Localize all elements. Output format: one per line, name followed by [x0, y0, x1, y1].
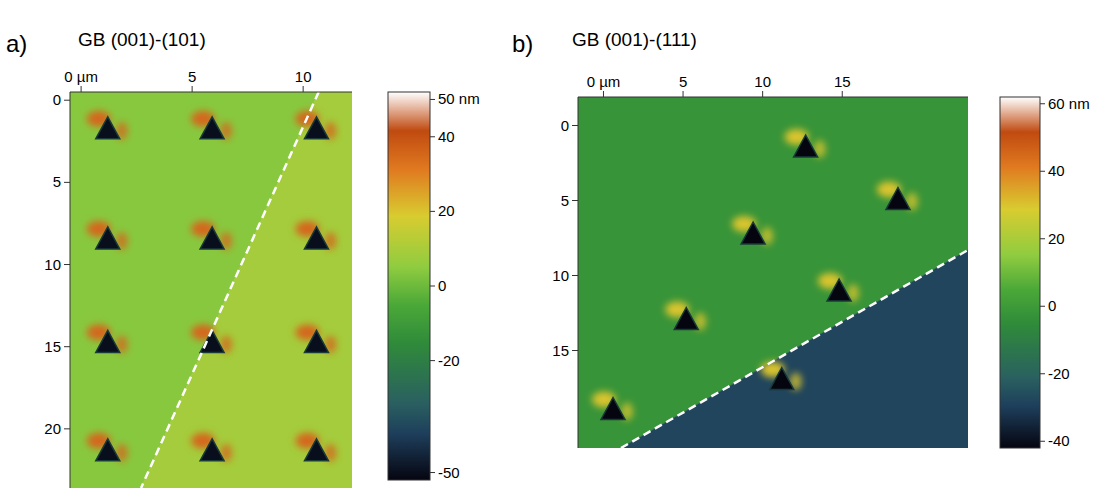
y-tick — [64, 264, 70, 265]
y-tick-label: 10 — [44, 256, 61, 273]
indent — [200, 227, 224, 249]
y-tick-label: 20 — [44, 420, 61, 437]
indent — [96, 330, 120, 352]
color-tick-label: -20 — [1048, 365, 1070, 382]
y-tick-label: 15 — [44, 338, 61, 355]
y-tick — [572, 125, 578, 126]
color-tick-label: 20 — [438, 202, 455, 219]
x-tick-label: 15 — [834, 73, 851, 90]
color-tick-label: 40 — [438, 128, 455, 145]
grain-boundary — [141, 92, 319, 488]
indent — [96, 117, 120, 139]
indent — [886, 188, 910, 210]
grain — [621, 250, 968, 448]
x-tick-label: 10 — [295, 68, 312, 85]
color-tick-label: -20 — [438, 352, 460, 369]
x-tick — [81, 86, 82, 92]
map — [578, 97, 968, 448]
color-tick — [430, 360, 435, 361]
grain-boundary — [621, 250, 968, 448]
grain — [578, 97, 968, 448]
color-tick — [1040, 441, 1045, 442]
x-tick — [303, 86, 304, 92]
y-tick — [64, 428, 70, 429]
x-tick-label: 0 µm — [587, 73, 621, 90]
y-tick — [64, 100, 70, 101]
indent — [304, 117, 328, 139]
y-tick — [572, 275, 578, 276]
indent — [96, 439, 120, 461]
x-tick-label: 10 — [754, 73, 771, 90]
x-tick — [603, 91, 604, 97]
indent — [304, 330, 328, 352]
y-tick — [572, 350, 578, 351]
y-tick — [64, 346, 70, 347]
x-tick — [762, 91, 763, 97]
indent — [304, 439, 328, 461]
color-tick — [430, 99, 435, 100]
x-tick — [192, 86, 193, 92]
color-tick-label: 40 — [1048, 162, 1065, 179]
color-tick-label: 60 nm — [1048, 95, 1090, 112]
indent — [741, 222, 765, 244]
color-tick — [430, 136, 435, 137]
y-tick-label: 5 — [53, 173, 61, 190]
color-tick — [1040, 306, 1045, 307]
panel-title: GB (001)-(101) — [78, 29, 206, 50]
indent — [200, 439, 224, 461]
indent — [601, 398, 625, 420]
x-tick-label: 5 — [679, 73, 687, 90]
y-tick-label: 10 — [552, 267, 569, 284]
color-bar — [388, 92, 430, 480]
y-tick-label: 15 — [552, 342, 569, 359]
color-tick — [430, 472, 435, 473]
x-tick — [683, 91, 684, 97]
panel-letter: b) — [512, 30, 533, 57]
figure: a) GB (001)-(101) 0 µm 5 10 0 5 10 15 20 50 nm 40 20… — [0, 0, 1098, 491]
color-tick — [1040, 103, 1045, 104]
y-tick-label: 0 — [561, 117, 569, 134]
color-bar — [1000, 97, 1040, 448]
color-tick-label: 0 — [1048, 297, 1056, 314]
color-tick-label: -50 — [438, 464, 460, 481]
panel-title: GB (001)-(111) — [572, 29, 697, 50]
y-tick — [64, 182, 70, 183]
color-tick — [430, 211, 435, 212]
color-tick-label: -40 — [1048, 432, 1070, 449]
panel: a) GB (001)-(101) 0 µm 5 10 0 5 10 15 20 50 nm 40 20… — [6, 29, 480, 488]
color-tick — [1040, 238, 1045, 239]
color-tick-label: 50 nm — [438, 90, 480, 107]
indent — [96, 227, 120, 249]
y-axis — [578, 97, 579, 448]
panel-letter: a) — [6, 30, 27, 57]
y-tick-label: 0 — [53, 91, 61, 108]
x-axis — [578, 97, 968, 98]
grain — [141, 92, 352, 488]
map — [70, 92, 352, 488]
indent — [674, 308, 698, 330]
y-tick-label: 5 — [561, 192, 569, 209]
indent — [304, 227, 328, 249]
x-tick — [842, 91, 843, 97]
color-tick — [1040, 373, 1045, 374]
indent — [794, 135, 818, 157]
x-tick-label: 5 — [188, 68, 196, 85]
indent — [200, 117, 224, 139]
y-tick — [572, 200, 578, 201]
color-tick-label: 0 — [438, 277, 446, 294]
color-tick — [430, 286, 435, 287]
x-axis — [70, 92, 352, 93]
indent — [200, 330, 224, 352]
indent — [827, 279, 851, 301]
color-tick — [1040, 171, 1045, 172]
panel: b) GB (001)-(111) 0 µm 5 10 15 0 5 10 15 60 nm 40 20… — [512, 29, 1090, 449]
indent — [770, 368, 794, 390]
color-tick-label: 20 — [1048, 230, 1065, 247]
x-tick-label: 0 µm — [64, 68, 98, 85]
